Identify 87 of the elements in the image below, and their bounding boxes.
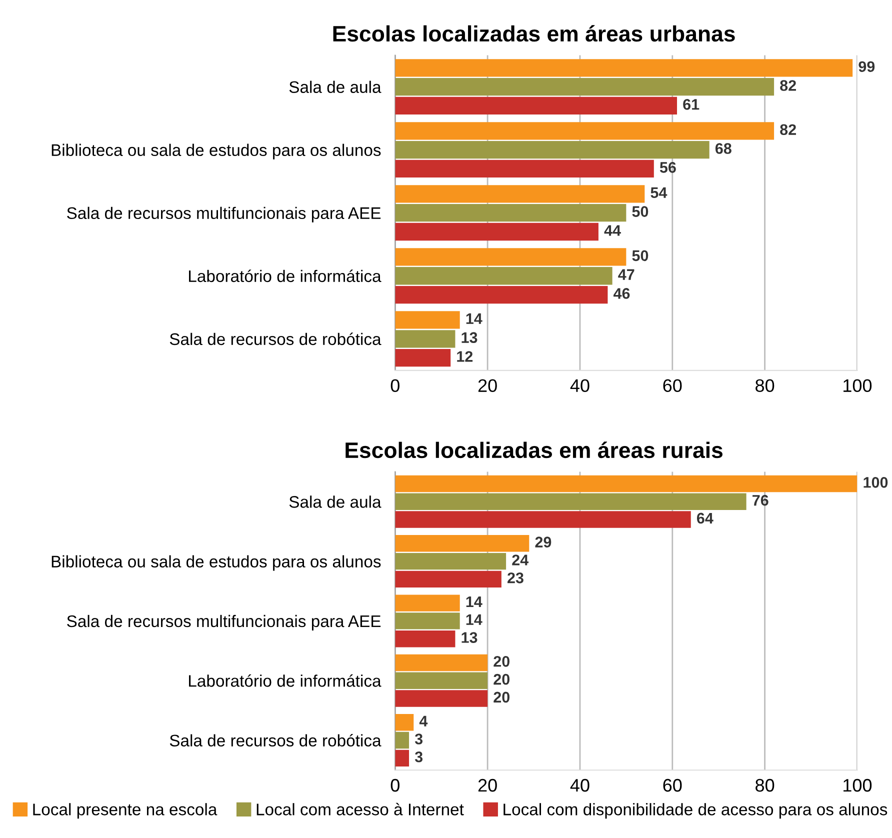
bar <box>395 248 626 266</box>
chart-title: Escolas localizadas em áreas rurais <box>346 442 722 458</box>
data-label: 14 <box>466 596 482 608</box>
y-tick-label: Laboratório de informática <box>189 270 382 282</box>
bar <box>395 96 678 115</box>
y-tick-label: Sala de recursos de robótica <box>170 734 382 746</box>
data-label: 50 <box>632 250 648 262</box>
bar <box>395 750 410 767</box>
data-label: 4 <box>419 716 428 726</box>
bar <box>395 732 410 749</box>
bar <box>395 160 654 178</box>
data-label: 50 <box>632 206 648 217</box>
data-label: 68 <box>715 143 732 154</box>
bar <box>395 654 488 672</box>
bar <box>395 594 460 612</box>
bar <box>395 511 691 528</box>
data-label: 76 <box>752 494 768 506</box>
data-label: 29 <box>535 536 552 548</box>
y-tick-label: Laboratório de informática <box>189 674 382 687</box>
y-tick-label: Sala de recursos multifuncionais para AEE <box>67 614 381 630</box>
x-tick-label: 100 <box>844 379 872 392</box>
bar <box>395 122 774 140</box>
bar <box>395 570 502 588</box>
x-tick-label: 40 <box>570 379 590 392</box>
data-label: 82 <box>780 124 796 136</box>
x-tick-label: 20 <box>478 778 497 792</box>
bar <box>395 311 460 329</box>
bar <box>395 612 460 630</box>
legend-label: Local com acesso à Internet <box>256 802 464 816</box>
x-tick-label: 60 <box>663 778 682 792</box>
y-tick-label: Sala de recursos de robótica <box>170 332 382 346</box>
data-label: 13 <box>462 632 478 643</box>
y-tick-label: Biblioteca ou sala de estudos para os alunos <box>52 144 381 160</box>
data-label: 14 <box>466 614 482 625</box>
data-label: 99 <box>858 61 875 72</box>
data-label: 64 <box>696 512 714 524</box>
x-tick-label: 60 <box>663 379 682 392</box>
data-label: 23 <box>508 572 524 584</box>
data-label: 13 <box>462 332 478 344</box>
bar <box>395 222 598 241</box>
data-label: 56 <box>660 162 676 173</box>
bar <box>395 267 612 285</box>
data-label: 24 <box>512 554 529 566</box>
bar <box>395 714 414 731</box>
data-label: 14 <box>466 313 482 324</box>
bar <box>395 78 774 96</box>
data-label: 46 <box>613 288 630 299</box>
data-label: 100 <box>864 477 888 488</box>
bar <box>395 185 645 203</box>
x-tick-label: 80 <box>756 379 774 392</box>
bar <box>395 330 456 348</box>
data-label: 54 <box>650 187 668 198</box>
data-label: 20 <box>494 692 510 703</box>
data-label: 20 <box>494 656 510 667</box>
x-tick-label: 80 <box>756 778 774 792</box>
bar <box>395 690 488 707</box>
y-tick-label: Sala de recursos multifuncionais para AEE <box>67 206 381 222</box>
data-label: 20 <box>494 674 510 685</box>
x-tick-label: 100 <box>844 778 872 792</box>
data-label: 12 <box>457 351 473 362</box>
bar <box>395 286 608 304</box>
bar <box>395 630 456 648</box>
y-tick-label: Sala de aula <box>289 80 382 94</box>
legend-label: Local presente na escola <box>33 803 218 819</box>
bar <box>395 535 530 552</box>
bar <box>395 672 488 689</box>
legend-label: Local com disponibilidade de acesso para os alunos <box>504 803 888 819</box>
y-tick-label: Sala de aula <box>289 496 382 508</box>
data-label: 3 <box>414 751 423 762</box>
data-label: 61 <box>683 99 700 110</box>
x-tick-label: 20 <box>478 379 497 392</box>
bar <box>395 348 451 367</box>
data-label: 82 <box>780 80 796 91</box>
bar <box>395 493 746 510</box>
bar <box>395 141 710 159</box>
bar <box>395 552 506 570</box>
bar <box>395 475 858 492</box>
data-label: 47 <box>618 269 634 280</box>
y-tick-label: Biblioteca ou sala de estudos para os alunos <box>52 555 381 571</box>
x-tick-label: 0 <box>390 778 400 792</box>
data-label: 44 <box>604 225 621 236</box>
chart-title: Escolas localizadas em áreas urbanas <box>333 25 735 42</box>
x-tick-label: 0 <box>390 379 400 392</box>
bar <box>395 59 853 77</box>
x-tick-label: 40 <box>570 778 590 792</box>
data-label: 3 <box>414 734 423 744</box>
bar <box>395 204 626 222</box>
